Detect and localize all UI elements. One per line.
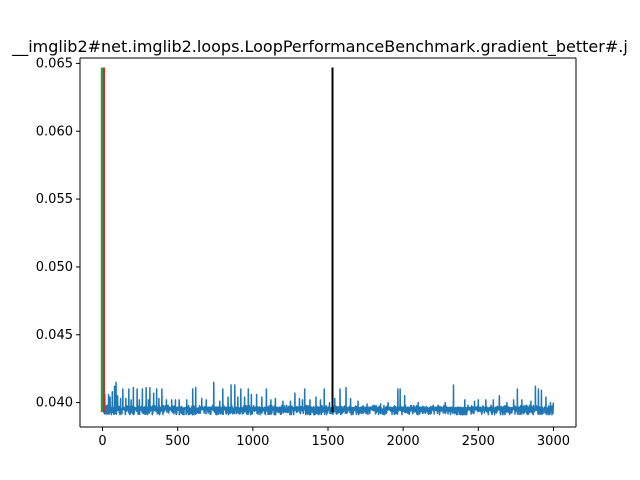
y-tick-label-3: 0.055	[36, 192, 73, 207]
plot-area: 0 500 1000 1500 2000 2500 3000 0.040 0.045 0.050 0…	[36, 56, 577, 449]
x-tick-label-1: 500	[165, 434, 190, 449]
y-tick-label-4: 0.060	[36, 124, 73, 139]
y-tick-label-5: 0.065	[36, 56, 73, 71]
y-tick-label-2: 0.050	[36, 260, 73, 275]
x-tick-label-4: 2000	[387, 434, 420, 449]
chart-title: __imglib2#net.imglib2.loops.LoopPerforma…	[11, 37, 628, 57]
x-tick-label-0: 0	[98, 434, 106, 449]
y-tick-label-1: 0.045	[36, 328, 73, 343]
y-tick-label-0: 0.040	[36, 396, 73, 411]
x-tick-label-2: 1000	[236, 434, 269, 449]
x-tick-label-3: 1500	[311, 434, 344, 449]
series-line-main	[101, 68, 555, 416]
x-tick-label-6: 3000	[537, 434, 570, 449]
x-tick-label-5: 2500	[462, 434, 495, 449]
